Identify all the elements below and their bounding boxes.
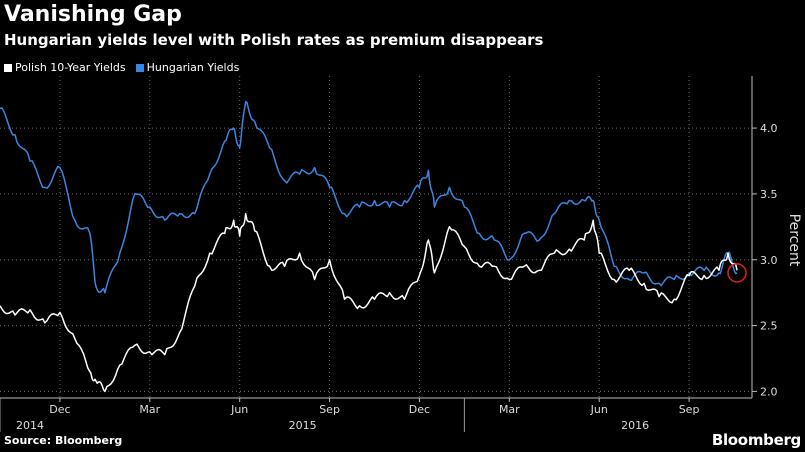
y-tick-label: 2.0 [760, 385, 778, 398]
endpoint-highlight-circle [727, 263, 747, 283]
series-line-hungarian [0, 100, 738, 294]
gridlines [0, 76, 752, 398]
chart-subtitle: Hungarian yields level with Polish rates… [4, 31, 544, 49]
x-tick-label: Mar [139, 403, 160, 416]
x-tick-label: Jun [230, 403, 248, 416]
year-label: 2015 [289, 419, 317, 432]
legend-item-polish: Polish 10-Year Yields [4, 61, 126, 74]
y-tick-label: 3.0 [760, 254, 778, 267]
legend: Polish 10-Year Yields Hungarian Yields [4, 61, 239, 74]
source-note: Source: Bloomberg [4, 434, 123, 447]
y-tick-label: 4.0 [760, 122, 778, 135]
y-axis-label: Percent [786, 214, 802, 267]
x-tick-label: Jun [590, 403, 608, 416]
y-tick-label: 2.5 [760, 320, 778, 333]
legend-label-hungarian: Hungarian Yields [146, 61, 240, 74]
series-group [0, 100, 747, 393]
year-label: 2016 [621, 419, 649, 432]
x-tick-label: Dec [49, 403, 70, 416]
x-tick-label: Sep [319, 403, 340, 416]
x-tick-label: Dec [409, 403, 430, 416]
series-line-polish [0, 212, 738, 393]
bloomberg-logo: Bloomberg [711, 431, 801, 449]
legend-label-polish: Polish 10-Year Yields [15, 61, 126, 74]
y-tick-label: 3.5 [760, 188, 778, 201]
x-tick-label: Sep [679, 403, 700, 416]
chart-title: Vanishing Gap [4, 2, 182, 27]
legend-swatch-polish [4, 63, 12, 72]
year-label: 2014 [16, 419, 44, 432]
legend-item-hungarian: Hungarian Yields [135, 61, 240, 74]
legend-swatch-hungarian [135, 63, 144, 72]
x-tick-label: Mar [499, 403, 520, 416]
axis-labels: Percent [786, 214, 802, 267]
